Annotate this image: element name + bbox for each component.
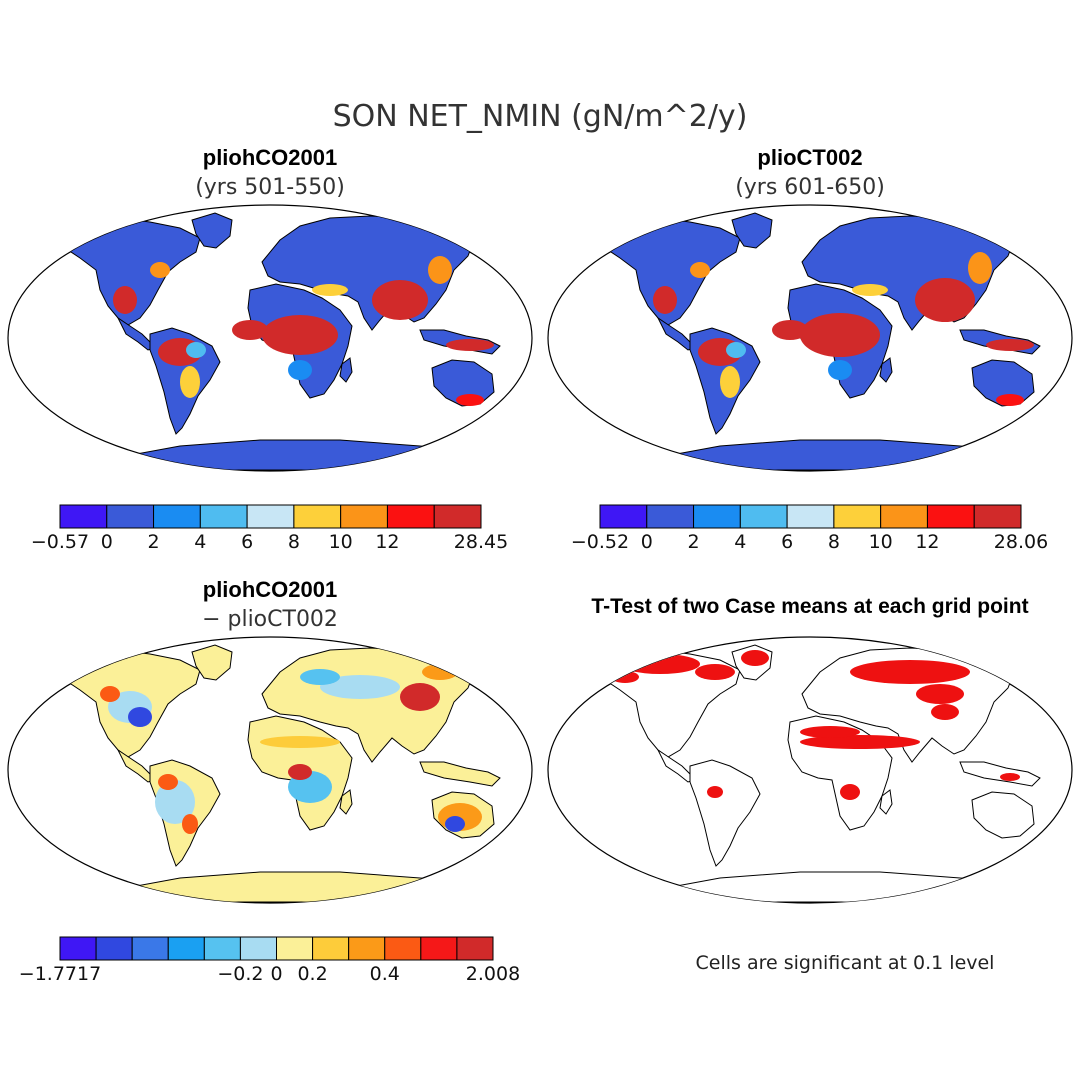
colorbar-swatch: [973, 504, 1022, 529]
colorbar-tick-label: 8: [288, 531, 300, 553]
colorbar-3: −1.7717 −0.2 0 0.2 0.4 2.008: [19, 936, 520, 985]
colorbar-swatch: [386, 504, 435, 529]
panel-1-subtitle: (yrs 501-550): [195, 175, 345, 200]
colorbar-swatch: [95, 936, 133, 961]
colorbar-swatch: [59, 504, 108, 529]
colorbar-tick-label: 2.008: [466, 963, 520, 985]
colorbar-swatch: [246, 504, 295, 529]
colorbar-tick-label: 10: [329, 531, 353, 553]
colorbar-swatch: [293, 504, 342, 529]
colorbar-swatch: [199, 504, 248, 529]
colorbar-tick-label: 0: [641, 531, 653, 553]
colorbar-swatch: [340, 504, 388, 529]
colorbar-swatch: [646, 504, 695, 529]
colorbar-tick-label: 10: [869, 531, 893, 553]
signif-note: Cells are significant at 0.1 level: [696, 952, 995, 974]
panel-2-subtitle: (yrs 601-650): [735, 175, 885, 200]
colorbar-swatch: [167, 936, 205, 961]
colorbar-tick-label: 0.4: [370, 963, 400, 985]
colorbar-swatch: [276, 936, 314, 961]
colorbar-swatch: [153, 504, 201, 529]
colorbar-tick-label: 6: [781, 531, 793, 553]
colorbar-swatch: [203, 936, 241, 961]
colorbar-tick-label: 4: [194, 531, 206, 553]
colorbar-swatch: [59, 936, 97, 961]
colorbar-tick-label: 0: [270, 963, 282, 985]
figure-title: SON NET_NMIN (gN/m^2/y): [333, 99, 748, 134]
colorbar-1: −0.57 0 2 4 6 8 10 12 28.45: [31, 504, 508, 553]
panel-4-title: T-Test of two Case means at each grid po…: [591, 595, 1028, 618]
panel-1-title: pliohCO2001: [203, 145, 337, 170]
colorbar-swatch: [433, 504, 482, 529]
panel-3-subtitle: − plioCT002: [202, 607, 338, 632]
colorbar-swatch: [786, 504, 835, 529]
colorbar-tick-label: −1.7717: [19, 963, 101, 985]
colorbar-swatch: [599, 504, 648, 529]
colorbar-tick-label: −0.2: [217, 963, 263, 985]
colorbar-tick-label: 6: [241, 531, 253, 553]
colorbar-tick-label: −0.57: [31, 531, 89, 553]
colorbar-swatch: [384, 936, 422, 961]
colorbar-tick-label: 0.2: [297, 963, 327, 985]
colorbar-swatch: [833, 504, 882, 529]
colorbar-tick-label: 2: [688, 531, 700, 553]
colorbar-tick-label: 28.45: [454, 531, 508, 553]
colorbar-tick-label: −0.52: [571, 531, 629, 553]
map-4: [547, 636, 1073, 904]
map-panel-3: pliohCO2001 − plioCT002: [7, 577, 533, 985]
panel-2-title: plioCT002: [757, 145, 862, 170]
colorbar-swatch: [926, 504, 975, 529]
map-3: [7, 636, 533, 904]
colorbar-tick-label: 8: [828, 531, 840, 553]
panel-3-title: pliohCO2001: [203, 577, 337, 602]
colorbar-swatch: [420, 936, 458, 961]
colorbar-swatch: [739, 504, 788, 529]
map-1: [7, 204, 533, 472]
colorbar-tick-label: 2: [148, 531, 160, 553]
colorbar-tick-label: 12: [375, 531, 399, 553]
colorbar-tick-label: 28.06: [994, 531, 1048, 553]
colorbar-swatch: [456, 936, 494, 961]
colorbar-tick-label: 0: [101, 531, 113, 553]
map-panel-4: T-Test of two Case means at each grid po…: [547, 595, 1073, 974]
colorbar-tick-label: 12: [915, 531, 939, 553]
colorbar-swatch: [880, 504, 928, 529]
colorbar-swatch: [106, 504, 155, 529]
colorbar-2: −0.52 0 2 4 6 8 10 12 28.06: [571, 504, 1048, 553]
colorbar-tick-label: 4: [734, 531, 746, 553]
colorbar-swatch: [348, 936, 386, 961]
map-panel-1: pliohCO2001 (yrs 501-550): [7, 145, 533, 553]
colorbar-swatch: [131, 936, 169, 961]
colorbar-swatch: [693, 504, 741, 529]
colorbar-swatch: [312, 936, 350, 961]
colorbar-swatch: [239, 936, 278, 961]
map-panel-2: plioCT002 (yrs 601-650) −0.52 0 2 4 6 8 1: [547, 145, 1073, 553]
map-2: [547, 204, 1073, 472]
